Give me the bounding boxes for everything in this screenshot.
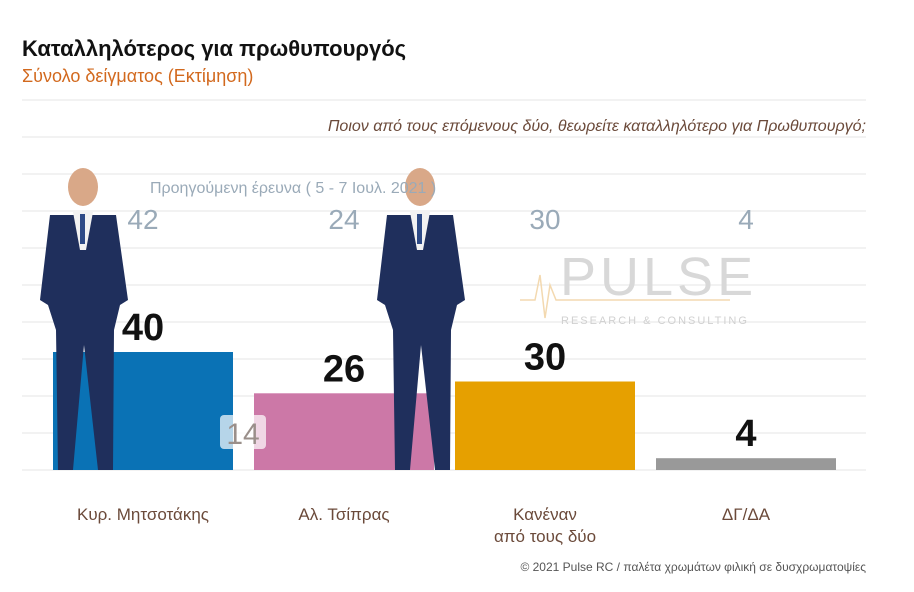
previous-value-label: 30: [529, 204, 560, 235]
data-label: 26: [323, 348, 365, 390]
chart-subtitle: Σύνολο δείγματος (Εκτίμηση): [22, 66, 254, 86]
chart-title: Καταλληλότερος για πρωθυπουργός: [22, 36, 407, 61]
person-head: [68, 168, 98, 206]
category-label: Κυρ. Μητσοτάκης: [77, 505, 209, 524]
person-head: [405, 168, 435, 206]
category-label: Κανέναν: [513, 505, 577, 524]
person-image-mitsotakis: [40, 168, 128, 470]
footer-credit: © 2021 Pulse RC / παλέτα χρωμάτων φιλική…: [520, 560, 866, 574]
person-suit: [377, 215, 465, 470]
person-image-tsipras: [377, 168, 465, 470]
category-label: Αλ. Τσίπρας: [298, 505, 389, 524]
category-label: ΔΓ/ΔΑ: [722, 505, 771, 524]
watermark-subtitle: RESEARCH & CONSULTING: [561, 315, 749, 327]
watermark-pulse-line: [520, 274, 730, 319]
person-suit: [40, 215, 128, 470]
overlay-label: 14: [226, 418, 259, 451]
previous-value-label: 24: [328, 204, 359, 235]
data-label: 4: [735, 413, 756, 455]
previous-value-label: 42: [127, 204, 158, 235]
data-label: 30: [524, 337, 566, 379]
bar-3: [656, 458, 836, 470]
bar-2: [455, 381, 635, 470]
overlay-label-bg: [220, 415, 266, 449]
data-label: 40: [122, 307, 164, 349]
bar-0: [53, 352, 233, 470]
watermark-logo: PULSE: [560, 247, 757, 307]
previous-survey-label: Προηγούμενη έρευνα ( 5 - 7 Ιουλ. 2021 ): [150, 180, 437, 197]
person-tie: [80, 214, 85, 244]
category-label: από τους δύο: [494, 527, 596, 546]
previous-value-label: 4: [738, 204, 754, 235]
survey-question: Ποιον από τους επόμενους δύο, θεωρείτε κ…: [319, 118, 866, 136]
person-tie: [417, 214, 422, 244]
